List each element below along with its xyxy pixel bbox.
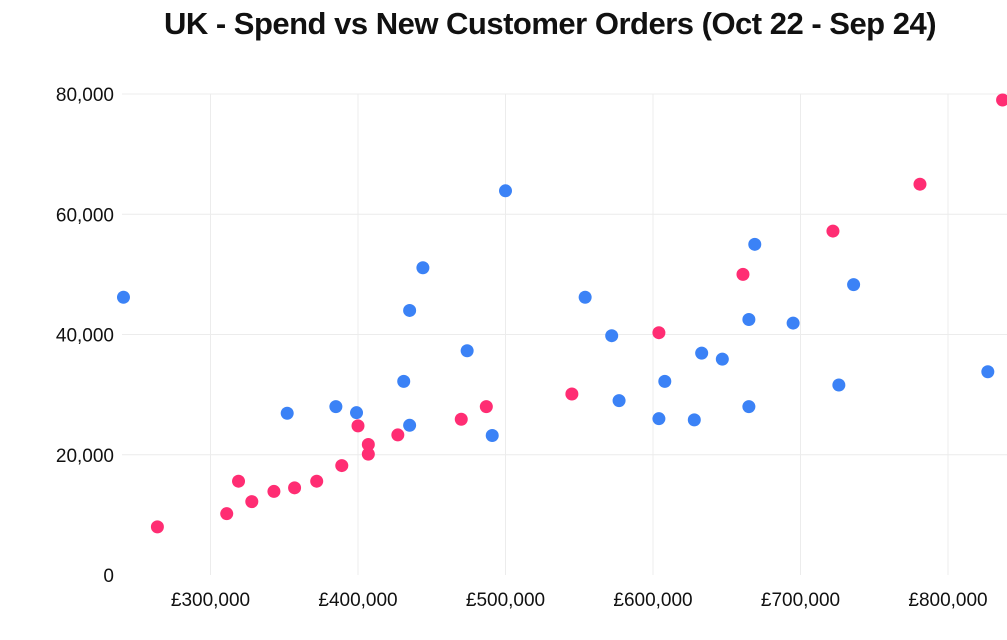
data-point bbox=[454, 412, 468, 426]
data-point bbox=[658, 374, 672, 388]
data-point bbox=[742, 312, 756, 326]
data-point bbox=[687, 413, 701, 427]
data-point bbox=[736, 267, 750, 281]
data-point bbox=[403, 303, 417, 317]
data-point bbox=[329, 400, 343, 414]
x-tick-label: £400,000 bbox=[318, 590, 397, 611]
data-point bbox=[220, 507, 234, 521]
data-point bbox=[748, 237, 762, 251]
data-point bbox=[742, 400, 756, 414]
data-point bbox=[391, 428, 405, 442]
data-point bbox=[485, 429, 499, 443]
data-point bbox=[715, 352, 729, 366]
data-point bbox=[335, 459, 349, 473]
chart-title: UK - Spend vs New Customer Orders (Oct 2… bbox=[163, 6, 937, 41]
data-point bbox=[150, 520, 164, 534]
data-point bbox=[981, 365, 995, 379]
data-point bbox=[847, 278, 861, 292]
data-point bbox=[565, 387, 579, 401]
data-point bbox=[310, 474, 324, 488]
x-tick-label: £700,000 bbox=[761, 590, 840, 611]
grid-lines bbox=[122, 93, 1007, 575]
x-tick-label: £300,000 bbox=[171, 590, 250, 611]
data-point bbox=[280, 406, 294, 420]
data-point bbox=[397, 374, 411, 388]
y-tick-label: 60,000 bbox=[56, 205, 114, 226]
data-point bbox=[913, 177, 927, 191]
data-point bbox=[116, 290, 130, 304]
data-point bbox=[612, 394, 626, 408]
x-tick-label: £600,000 bbox=[613, 590, 692, 611]
data-point bbox=[245, 495, 259, 509]
data-point bbox=[460, 344, 474, 358]
y-tick-label: 40,000 bbox=[56, 326, 114, 347]
data-point bbox=[361, 438, 375, 452]
data-point bbox=[605, 329, 619, 343]
x-axis-tick-labels: £300,000 £400,000 £500,000 £600,000 £700,000… bbox=[171, 590, 988, 611]
data-point bbox=[996, 93, 1007, 107]
x-tick-label: £800,000 bbox=[908, 590, 987, 611]
data-point bbox=[826, 224, 840, 238]
data-point bbox=[361, 447, 375, 461]
data-point bbox=[232, 474, 246, 488]
data-points bbox=[116, 93, 1007, 534]
data-point bbox=[499, 184, 512, 198]
data-point bbox=[786, 316, 800, 330]
y-tick-label: 80,000 bbox=[56, 85, 114, 106]
data-point bbox=[267, 484, 281, 498]
data-point bbox=[351, 419, 365, 433]
data-point bbox=[695, 346, 709, 360]
data-point bbox=[350, 406, 364, 420]
data-point bbox=[288, 481, 302, 495]
y-axis-tick-labels: 0 20,000 40,000 60,000 80,000 bbox=[56, 85, 114, 587]
data-point bbox=[578, 290, 592, 304]
data-point bbox=[652, 326, 666, 340]
data-point bbox=[832, 378, 846, 392]
data-point bbox=[652, 412, 666, 426]
data-point bbox=[403, 418, 417, 432]
y-tick-label: 0 bbox=[103, 566, 114, 587]
data-point bbox=[416, 261, 430, 275]
x-tick-label: £500,000 bbox=[466, 590, 545, 611]
data-point bbox=[479, 400, 493, 414]
y-tick-label: 20,000 bbox=[56, 446, 114, 467]
